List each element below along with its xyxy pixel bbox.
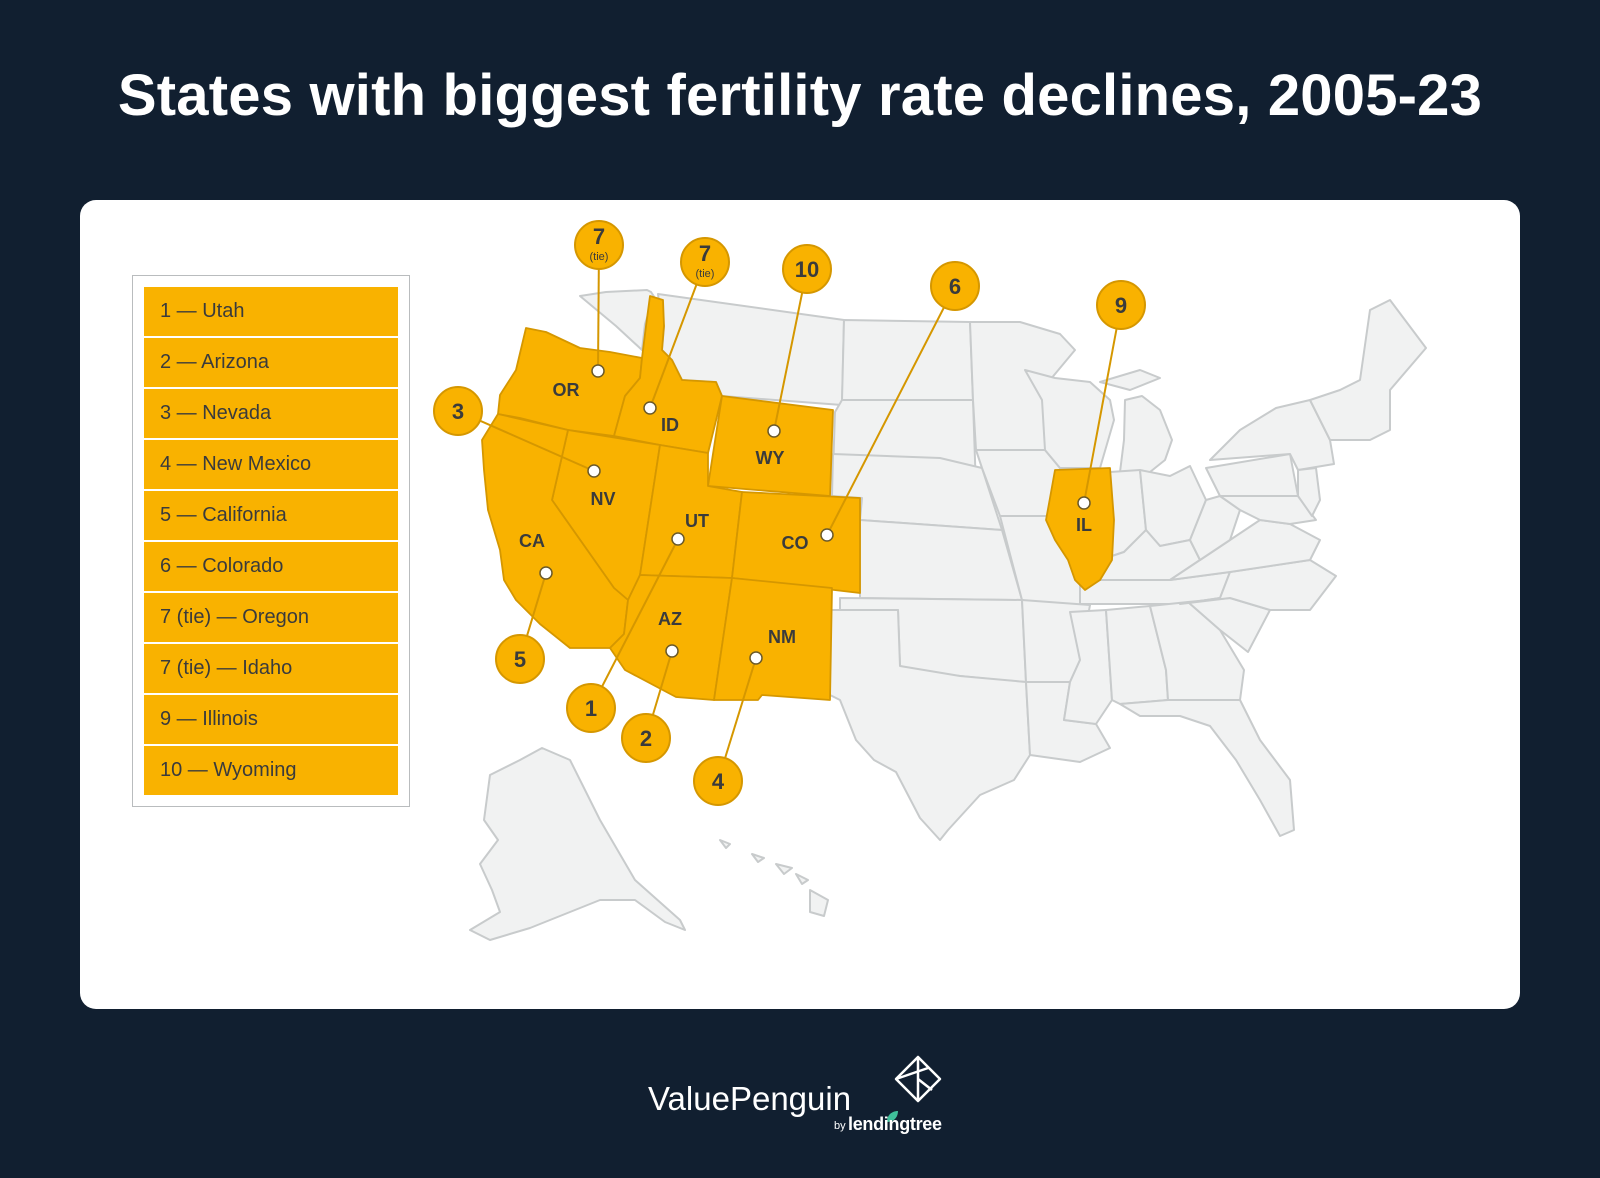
pennsylvania-state bbox=[1205, 453, 1299, 497]
marker-colorado bbox=[820, 528, 834, 542]
state-label-new-mexico: NM bbox=[768, 627, 796, 647]
legend-item: 7 (tie) — Oregon bbox=[144, 593, 398, 642]
north-carolina-state bbox=[1179, 559, 1337, 611]
rank-number-illinois: 9 bbox=[1115, 293, 1127, 318]
rank-badge-utah: 1 bbox=[566, 683, 616, 733]
legend-item: 3 — Nevada bbox=[144, 389, 398, 438]
kansas-state bbox=[859, 519, 1023, 601]
marker-california bbox=[539, 566, 553, 580]
rank-badge-wyoming: 10 bbox=[782, 244, 832, 294]
leader-line-idaho bbox=[649, 261, 706, 409]
michigan-state bbox=[1099, 369, 1173, 473]
valuepenguin-logo-icon bbox=[894, 1055, 942, 1103]
rank-number-new-mexico: 4 bbox=[712, 769, 725, 794]
marker-wyoming bbox=[767, 424, 781, 438]
state-label-illinois: IL bbox=[1076, 515, 1092, 535]
legend-item: 1 — Utah bbox=[144, 287, 398, 336]
rank-badges: 7 (tie) 7 (tie) 10 6 9 3 bbox=[433, 220, 1146, 806]
marker-utah bbox=[671, 532, 685, 546]
marker-illinois bbox=[1077, 496, 1091, 510]
new-mexico-state bbox=[713, 577, 833, 701]
rank-badge-illinois: 9 bbox=[1096, 280, 1146, 330]
legend-item: 9 — Illinois bbox=[144, 695, 398, 744]
marker-new-mexico bbox=[749, 651, 763, 665]
texas-state bbox=[829, 609, 1031, 841]
legend: 1 — Utah 2 — Arizona 3 — Nevada 4 — New … bbox=[132, 275, 410, 807]
rank-number-colorado: 6 bbox=[949, 274, 961, 299]
marker-oregon bbox=[591, 364, 605, 378]
new-jersey-state bbox=[1297, 467, 1321, 517]
rank-number-wyoming: 10 bbox=[795, 257, 819, 282]
legend-item: 6 — Colorado bbox=[144, 542, 398, 591]
state-label-utah: UT bbox=[685, 511, 709, 531]
legend-item: 7 (tie) — Idaho bbox=[144, 644, 398, 693]
footer-by-text: by bbox=[834, 1120, 846, 1132]
rank-number-oregon: 7 bbox=[593, 224, 605, 249]
parent-brand-name: lendingtree bbox=[848, 1114, 942, 1134]
alaska-state bbox=[469, 747, 686, 941]
state-label-wyoming: WY bbox=[756, 448, 785, 468]
rank-number-idaho: 7 bbox=[699, 241, 711, 266]
rank-badge-idaho: 7 (tie) bbox=[680, 237, 730, 287]
state-label-oregon: OR bbox=[553, 380, 580, 400]
state-label-colorado: CO bbox=[782, 533, 809, 553]
florida-state bbox=[1119, 699, 1295, 837]
leader-line-wyoming bbox=[773, 268, 808, 432]
california-state bbox=[481, 413, 629, 649]
brand-name: ValuePenguin bbox=[648, 1080, 852, 1117]
rank-number-utah: 1 bbox=[585, 696, 597, 721]
rank-number-california: 5 bbox=[514, 647, 526, 672]
rank-badge-nevada: 3 bbox=[433, 386, 483, 436]
state-label-idaho: ID bbox=[661, 415, 679, 435]
leader-lines bbox=[457, 244, 1122, 782]
rank-badge-new-mexico: 4 bbox=[693, 756, 743, 806]
illinois-state bbox=[1045, 467, 1115, 591]
colorado-state bbox=[731, 491, 861, 594]
leaf-icon bbox=[887, 1111, 898, 1122]
rank-badge-oregon: 7 (tie) bbox=[574, 220, 624, 270]
state-markers bbox=[539, 364, 1091, 665]
state-labels: OR ID WY NV UT CO IL CA AZ NM bbox=[519, 380, 1092, 647]
state-label-nevada: NV bbox=[590, 489, 615, 509]
hawaii-islands bbox=[719, 839, 829, 917]
legend-item: 2 — Arizona bbox=[144, 338, 398, 387]
wisconsin-state bbox=[1024, 369, 1115, 469]
state-label-california: CA bbox=[519, 531, 545, 551]
wyoming-state bbox=[707, 395, 834, 497]
rank-badge-arizona: 2 bbox=[621, 713, 671, 763]
marker-arizona bbox=[665, 644, 679, 658]
rank-number-nevada: 3 bbox=[452, 399, 464, 424]
rank-note-oregon: (tie) bbox=[590, 251, 609, 263]
leader-line-illinois bbox=[1083, 304, 1122, 504]
legend-item: 10 — Wyoming bbox=[144, 746, 398, 795]
highlighted-states bbox=[481, 295, 1115, 701]
map-card: OR ID WY NV UT CO IL CA AZ NM 7 (tie) 7 … bbox=[80, 200, 1520, 1009]
rank-badge-colorado: 6 bbox=[930, 261, 980, 311]
legend-item: 4 — New Mexico bbox=[144, 440, 398, 489]
state-label-arizona: AZ bbox=[658, 609, 682, 629]
marker-idaho bbox=[643, 401, 657, 415]
rank-note-idaho: (tie) bbox=[696, 268, 715, 280]
rank-number-arizona: 2 bbox=[640, 726, 652, 751]
new-england-states bbox=[1309, 299, 1427, 441]
marker-nevada bbox=[587, 464, 601, 478]
north-dakota-state bbox=[841, 319, 974, 401]
chart-title: States with biggest fertility rate decli… bbox=[117, 63, 1483, 128]
leader-line-utah bbox=[590, 538, 679, 709]
legend-item: 5 — California bbox=[144, 491, 398, 540]
rank-badge-california: 5 bbox=[495, 634, 545, 684]
idaho-state bbox=[613, 295, 723, 454]
leader-line-colorado bbox=[826, 285, 956, 536]
us-map: OR ID WY NV UT CO IL CA AZ NM 7 (tie) 7 … bbox=[433, 220, 1427, 941]
